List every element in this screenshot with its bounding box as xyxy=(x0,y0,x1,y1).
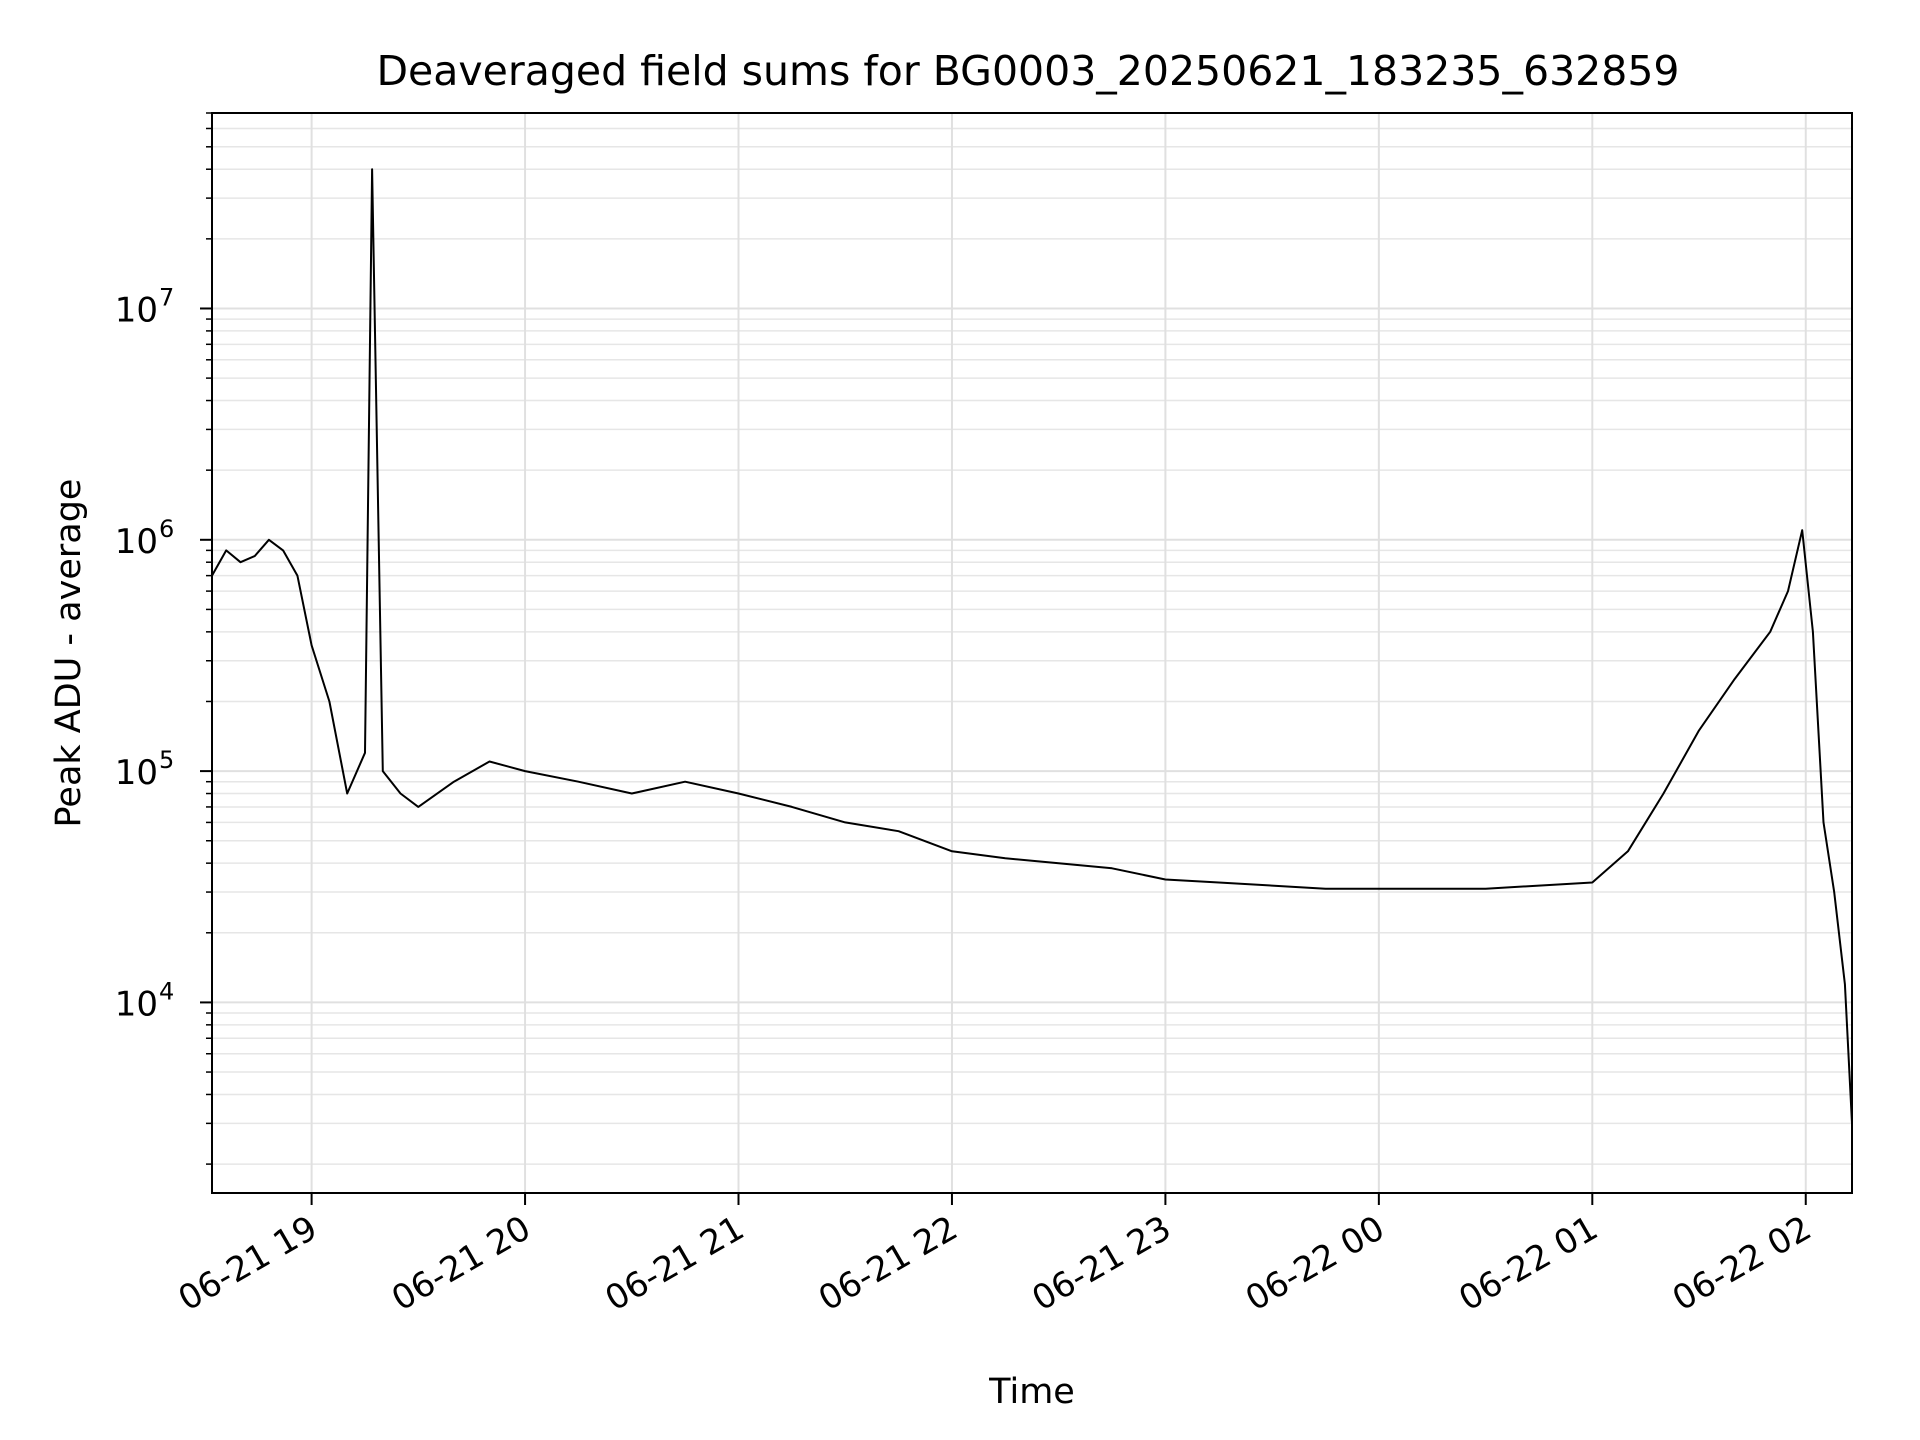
y-tick-base: 10 xyxy=(115,522,158,562)
y-tick-exponent: 5 xyxy=(159,746,174,774)
x-axis-label: Time xyxy=(988,1372,1075,1412)
y-tick-exponent: 7 xyxy=(159,283,174,311)
plot-area xyxy=(211,168,1853,1124)
y-tick-base: 10 xyxy=(115,753,158,793)
y-axis-label: Peak ADU - average xyxy=(49,479,89,828)
grid xyxy=(212,112,1852,1193)
y-tick-exponent: 6 xyxy=(159,515,174,543)
y-tick-label: 10 5 xyxy=(115,746,175,793)
y-tick-label: 10 6 xyxy=(115,515,175,562)
y-tick-label: 10 4 xyxy=(115,977,175,1024)
plot-frame xyxy=(211,112,1853,1194)
y-tick-label: 10 7 xyxy=(115,283,175,330)
y-tick-base: 10 xyxy=(115,984,158,1024)
y-tick-base: 10 xyxy=(115,290,158,330)
chart-title: Deaveraged field sums for BG0003_2025062… xyxy=(376,47,1679,95)
series-line xyxy=(211,168,1853,1124)
y-tick-exponent: 4 xyxy=(159,977,174,1005)
